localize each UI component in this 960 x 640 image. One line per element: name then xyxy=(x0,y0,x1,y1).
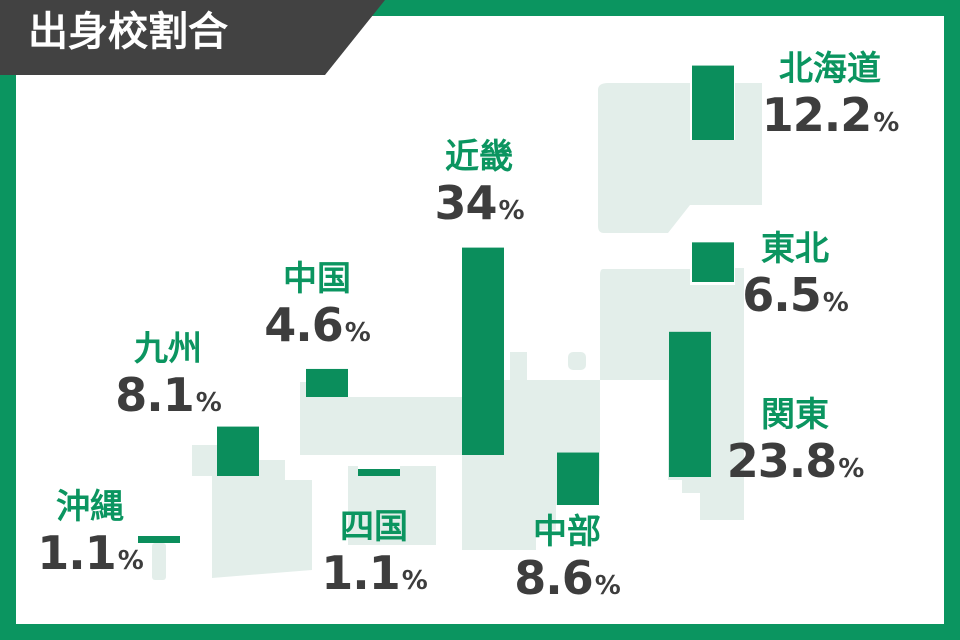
value-label: 8.6% xyxy=(514,551,621,605)
bar-shikoku xyxy=(358,469,400,476)
value-label: 12.2% xyxy=(761,88,900,142)
japan-map xyxy=(152,83,762,580)
region-name: 沖縄 xyxy=(56,487,124,527)
label-chugoku: 中国 4.6% xyxy=(252,262,382,348)
value-label: 4.6% xyxy=(264,298,371,352)
label-kinki: 近畿 34% xyxy=(414,140,544,226)
map-honshu xyxy=(300,268,744,550)
label-kanto: 関東 23.8% xyxy=(720,398,870,484)
bar-tohoku xyxy=(692,242,734,282)
bar-kinki xyxy=(462,247,504,455)
bar-okinawa xyxy=(138,536,180,543)
value-label: 8.1% xyxy=(115,368,222,422)
region-name: 北海道 xyxy=(779,49,881,89)
chart-title: 出身校割合 xyxy=(28,9,228,55)
map-hokkaido xyxy=(598,83,762,233)
bar-kanto xyxy=(669,331,711,477)
bar-hokkaido xyxy=(692,65,734,140)
title-tab xyxy=(0,0,385,75)
label-hokkaido: 北海道 12.2% xyxy=(755,52,905,138)
value-label: 34% xyxy=(434,176,524,230)
region-name: 東北 xyxy=(761,229,829,269)
region-name: 近畿 xyxy=(445,137,513,177)
bar-chugoku xyxy=(306,368,348,397)
value-label: 1.1% xyxy=(37,526,144,580)
label-chubu: 中部 8.6% xyxy=(502,515,632,601)
region-name: 九州 xyxy=(134,329,202,369)
label-okinawa: 沖縄 1.1% xyxy=(25,490,155,576)
map-okinawa xyxy=(152,543,166,580)
bar-group xyxy=(138,65,734,543)
value-label: 6.5% xyxy=(742,268,849,322)
label-kyushu: 九州 8.1% xyxy=(103,332,233,418)
label-tohoku: 東北 6.5% xyxy=(730,232,860,318)
region-name: 中部 xyxy=(533,512,601,552)
value-label: 23.8% xyxy=(726,434,865,488)
value-label: 1.1% xyxy=(321,546,428,600)
region-name: 中国 xyxy=(283,259,351,299)
bar-kyushu xyxy=(217,426,259,476)
map-shikoku xyxy=(348,466,436,545)
label-shikoku: 四国 1.1% xyxy=(309,510,439,596)
map-sado xyxy=(568,352,586,370)
region-name: 四国 xyxy=(340,507,408,547)
region-name: 関東 xyxy=(761,395,829,435)
bar-chubu xyxy=(557,452,599,505)
